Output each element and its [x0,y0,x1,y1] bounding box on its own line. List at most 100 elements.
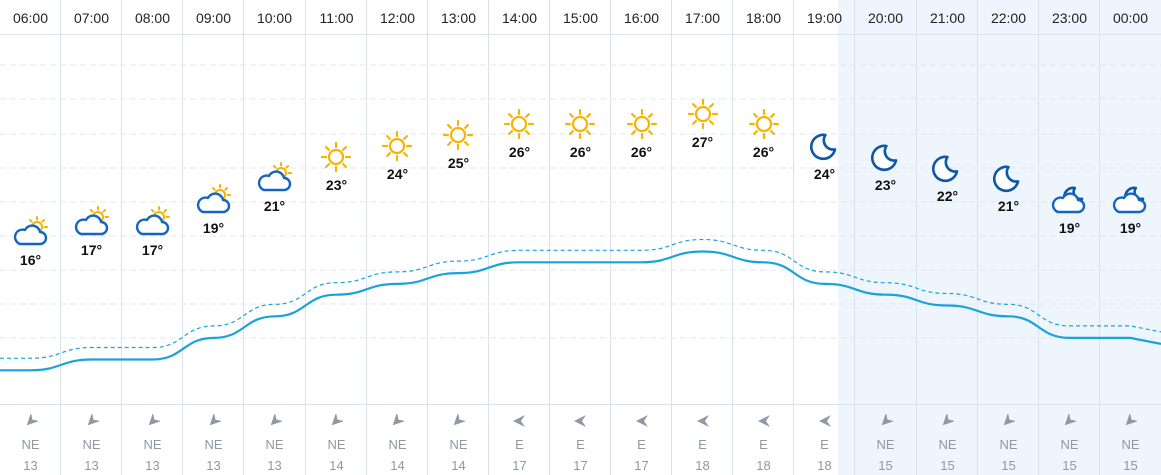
wind-direction-label: NE [82,437,101,452]
wind-direction-icon [696,414,710,428]
sun-icon [623,108,661,140]
column-divider [916,0,917,475]
hour-label: 06:00 [12,10,49,26]
wind-speed-label: 15 [1123,458,1138,473]
wind-direction-icon [940,412,956,428]
partly-cloudy-sun-icon [12,216,50,248]
wind-direction-icon [207,412,223,428]
hour-label: 15:00 [562,10,599,26]
wind-speed-label: 14 [329,458,344,473]
wind-direction-label: NE [143,437,162,452]
partly-cloudy-sun-icon [256,162,294,194]
wind-direction-label: NE [876,437,895,452]
wind-direction-label: E [698,437,707,452]
temperature-label: 19° [202,220,225,236]
hour-label: 10:00 [256,10,293,26]
temperature-label: 24° [386,166,409,182]
temperature-line [0,250,1161,372]
hour-label: 22:00 [990,10,1027,26]
column-divider [305,0,306,475]
hour-label: 23:00 [1051,10,1088,26]
temperature-label: 22° [936,188,959,204]
temperature-label: 25° [447,155,470,171]
wind-direction-icon [146,412,162,428]
temperature-label: 17° [141,242,164,258]
sun-icon [745,108,783,140]
wind-direction-icon [818,414,832,428]
column-divider [182,0,183,475]
wind-speed-label: 18 [756,458,771,473]
partly-cloudy-sun-icon [73,206,111,238]
temperature-label: 26° [508,144,531,160]
wind-direction-icon [573,414,587,428]
wind-direction-icon [635,414,649,428]
hour-label: 21:00 [929,10,966,26]
temperature-label: 19° [1058,220,1081,236]
wind-direction-icon [85,412,101,428]
wind-direction-label: NE [449,437,468,452]
temperature-chart [0,64,1161,372]
column-divider [366,0,367,475]
feels-like-line [0,238,1161,359]
night-shading [838,0,1161,475]
wind-direction-icon [451,412,467,428]
wind-direction-icon [1062,412,1078,428]
wind-direction-label: NE [327,437,346,452]
temperature-label: 19° [1119,220,1142,236]
wind-speed-label: 14 [390,458,405,473]
wind-direction-label: E [820,437,829,452]
wind-direction-icon [390,412,406,428]
column-divider [854,0,855,475]
hour-label: 18:00 [745,10,782,26]
wind-speed-label: 15 [940,458,955,473]
partly-cloudy-moon-icon [1111,184,1149,216]
wind-direction-icon [1001,412,1017,428]
hour-label: 00:00 [1112,10,1149,26]
sun-icon [500,108,538,140]
wind-speed-label: 13 [267,458,282,473]
wind-speed-label: 15 [1062,458,1077,473]
moon-icon [989,162,1027,194]
hour-label: 12:00 [379,10,416,26]
temperature-label: 21° [263,198,286,214]
hour-label: 08:00 [134,10,171,26]
wind-direction-label: NE [388,437,407,452]
wind-direction-label: E [515,437,524,452]
wind-direction-icon [1123,412,1139,428]
wind-speed-label: 13 [23,458,38,473]
temperature-label: 23° [325,177,348,193]
wind-direction-label: E [759,437,768,452]
column-divider [243,0,244,475]
wind-direction-icon [24,412,40,428]
temperature-label: 26° [569,144,592,160]
wind-direction-icon [757,414,771,428]
column-divider [549,0,550,475]
moon-icon [928,152,966,184]
wind-speed-label: 17 [573,458,588,473]
wind-direction-icon [329,412,345,428]
column-divider [488,0,489,475]
sun-icon [439,119,477,151]
hour-label: 13:00 [440,10,477,26]
wind-direction-label: NE [938,437,957,452]
temperature-label: 23° [874,177,897,193]
column-divider [732,0,733,475]
column-divider [121,0,122,475]
wind-speed-label: 17 [512,458,527,473]
temperature-label: 26° [752,144,775,160]
wind-speed-label: 13 [206,458,221,473]
hour-label: 19:00 [806,10,843,26]
hour-label: 07:00 [73,10,110,26]
wind-speed-label: 18 [817,458,832,473]
column-divider [793,0,794,475]
header-divider [0,34,1161,35]
temperature-label: 21° [997,198,1020,214]
wind-direction-icon [512,414,526,428]
partly-cloudy-moon-icon [1050,184,1088,216]
wind-direction-label: NE [265,437,284,452]
moon-icon [867,141,905,173]
sun-icon [378,130,416,162]
wind-speed-label: 13 [84,458,99,473]
hour-label: 09:00 [195,10,232,26]
